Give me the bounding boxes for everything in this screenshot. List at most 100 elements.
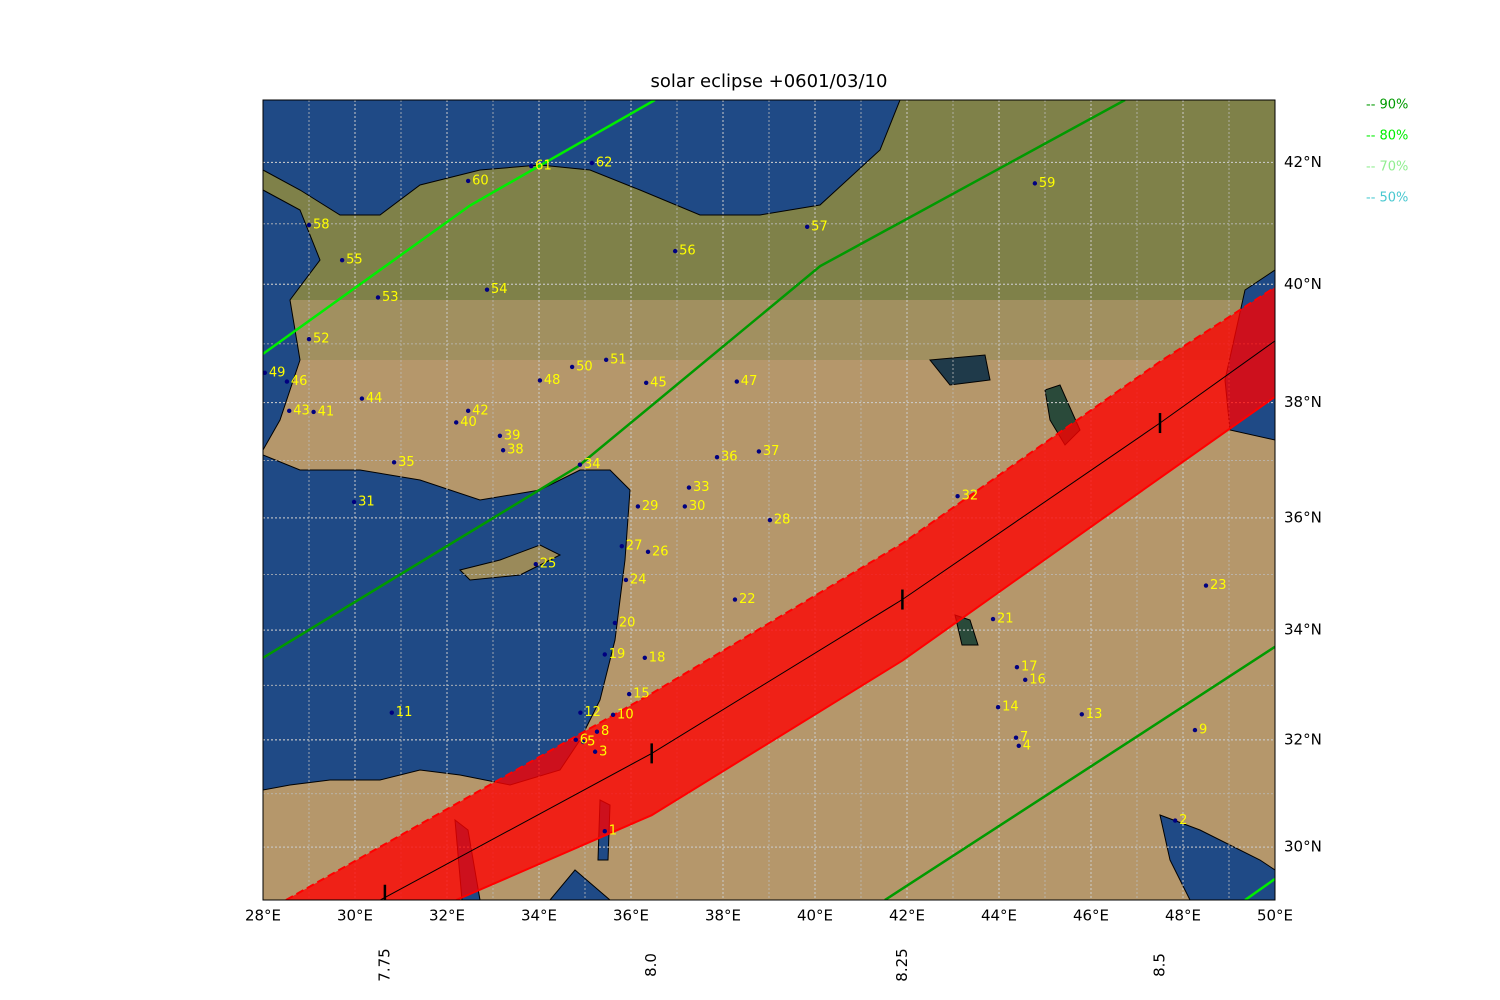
place-marker <box>533 562 538 567</box>
place-marker <box>497 433 503 438</box>
x-tick-label: 36°E <box>613 907 649 925</box>
place-label: 54 <box>491 282 508 297</box>
persian-gulf <box>1159 814 1275 900</box>
place-marker <box>287 408 292 414</box>
place-marker <box>990 616 996 622</box>
place-marker <box>284 379 290 384</box>
place-marker <box>1013 735 1019 740</box>
place-label: 1 <box>609 824 617 839</box>
place-marker <box>756 449 762 454</box>
place-label: 19 <box>609 647 626 662</box>
place-marker <box>732 597 738 602</box>
place-marker <box>351 499 357 505</box>
place-marker <box>578 710 583 715</box>
place-marker <box>592 749 598 754</box>
place-label: 45 <box>650 375 667 390</box>
place-marker <box>465 408 471 414</box>
place-label: 11 <box>396 705 413 720</box>
place-marker <box>1032 181 1038 186</box>
place-label: 7 <box>1020 730 1028 745</box>
place-label: 14 <box>1002 700 1019 715</box>
x-tick-label: 30°E <box>337 907 373 925</box>
place-label: 38 <box>507 443 524 458</box>
place-marker <box>1192 727 1198 733</box>
place-marker <box>589 160 595 166</box>
place-marker <box>569 364 575 370</box>
place-marker <box>311 409 316 415</box>
place-label: 40 <box>460 415 477 430</box>
y-tick-label: 40°N <box>1284 275 1322 293</box>
place-label: 25 <box>540 557 557 572</box>
north-limit <box>285 286 1275 900</box>
place-marker <box>1079 712 1085 717</box>
time-tick-label: 8.5 <box>1151 953 1169 977</box>
place-marker <box>686 485 692 490</box>
place-label: 34 <box>584 457 601 472</box>
place-label: 29 <box>642 499 659 514</box>
place-label: 20 <box>619 615 636 630</box>
place-label: 41 <box>318 404 335 419</box>
x-tick-label: 40°E <box>797 907 833 925</box>
place-label: 48 <box>544 373 561 388</box>
place-label: 39 <box>504 428 521 443</box>
place-label: 5 <box>587 735 595 750</box>
x-tick-label: 38°E <box>705 907 741 925</box>
place-marker <box>389 710 394 715</box>
place-marker <box>643 380 649 385</box>
time-tick-label: 7.75 <box>375 948 393 981</box>
place-marker <box>645 549 651 555</box>
place-marker <box>465 178 471 184</box>
place-marker <box>672 248 678 254</box>
cyprus <box>459 544 562 581</box>
legend-entry: -- 80% <box>1366 129 1408 144</box>
y-tick-label: 32°N <box>1284 730 1322 748</box>
map-frame <box>262 99 1276 901</box>
x-tick-label: 44°E <box>981 907 1017 925</box>
place-marker <box>484 287 490 292</box>
x-tick-label: 48°E <box>1165 907 1201 925</box>
place-marker <box>1014 664 1020 670</box>
place-label: 35 <box>398 455 415 470</box>
place-label: 24 <box>630 572 647 587</box>
red-sea <box>549 869 611 900</box>
place-label: 43 <box>293 403 310 418</box>
place-label: 31 <box>358 494 375 509</box>
place-label: 57 <box>811 219 828 234</box>
place-marker <box>391 460 397 465</box>
x-tick-label: 32°E <box>429 907 465 925</box>
x-tick-label: 46°E <box>1073 907 1109 925</box>
place-marker <box>955 493 960 499</box>
place-marker <box>500 448 506 453</box>
place-marker <box>623 577 629 583</box>
place-label: 46 <box>291 374 308 389</box>
place-label: 59 <box>1039 176 1056 191</box>
place-marker <box>619 543 624 549</box>
place-marker <box>610 712 616 718</box>
place-label: 8 <box>601 724 609 739</box>
place-label: 62 <box>596 156 613 171</box>
place-marker <box>306 336 312 342</box>
place-marker <box>602 652 607 657</box>
place-marker <box>537 378 543 383</box>
y-tick-label: 36°N <box>1284 508 1322 526</box>
place-label: 2 <box>1179 813 1187 828</box>
place-label: 17 <box>1021 660 1038 675</box>
south-limit <box>455 395 1275 900</box>
place-label: 27 <box>626 539 643 554</box>
annotations: 28°E 30°E 32°E 34°E 36°E 38°E 40°E 42°E 44°E 46°E… <box>245 98 1408 982</box>
place-label: 30 <box>689 499 706 514</box>
place-marker <box>635 504 641 509</box>
place-marker <box>339 257 345 263</box>
place-label: 13 <box>1086 707 1103 722</box>
place-label: 10 <box>617 707 634 722</box>
map-title: solar eclipse +0601/03/10 <box>651 71 888 92</box>
place-label: 22 <box>739 592 756 607</box>
place-label: 42 <box>472 403 489 418</box>
place-marker <box>714 454 720 460</box>
legend-entry: -- 50% <box>1366 191 1408 206</box>
place-marker <box>454 420 459 425</box>
place-marker <box>734 379 739 384</box>
place-marker <box>359 396 365 401</box>
